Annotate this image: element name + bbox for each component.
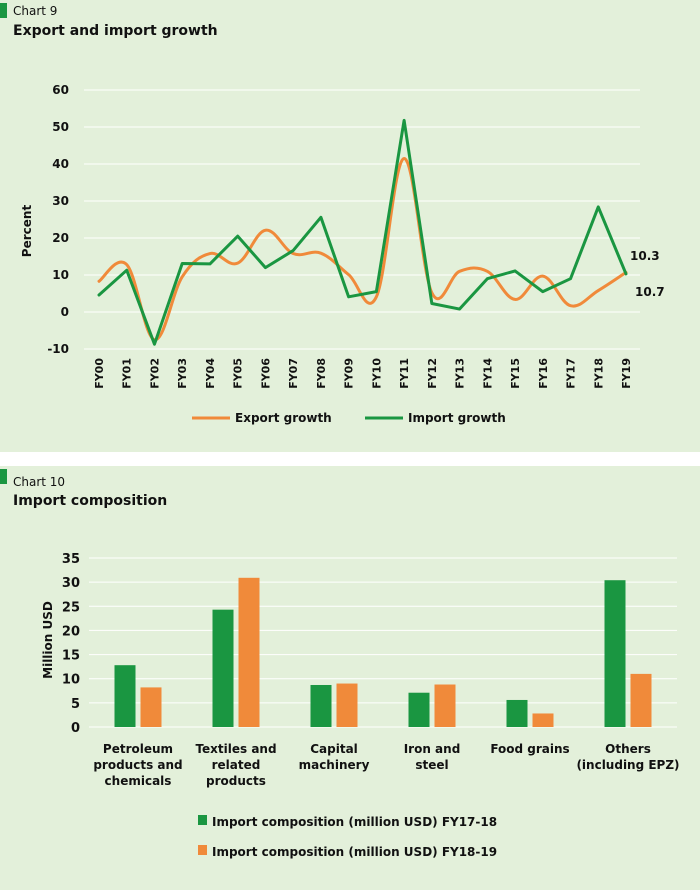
bar-fy18-19 [532,713,554,727]
x-tick-label: FY03 [176,358,189,389]
y-axis-label: Percent [20,205,34,258]
y-tick-label: -10 [47,342,69,356]
bar-fy17-18 [212,609,234,727]
x-tick-label: Petroleum [103,742,173,756]
y-axis-label: Million USD [41,601,55,679]
bar-fy18-19 [630,673,652,727]
y-tick-label: 15 [62,649,80,664]
x-tick-label: Textiles and [195,742,276,756]
bar-fy17-18 [408,692,430,727]
x-tick-label: products [206,774,266,788]
chart-title: Import composition [13,493,168,509]
x-tick-label: Iron and [404,742,461,756]
chart-9-panel: Chart 9 Export and import growth -10 0 10 2… [0,3,665,425]
x-tick-label: FY11 [398,358,411,389]
x-tick-label: FY17 [565,358,578,389]
x-tick-label: FY02 [148,358,161,389]
x-tick-label: FY08 [315,358,328,389]
data-label: 10.3 [630,249,660,263]
x-tick-label: Food grains [490,742,569,756]
x-tick-label: (including EPZ) [576,758,679,772]
y-tick-label: 50 [52,120,69,134]
x-tick-label: FY06 [259,358,272,389]
y-tick-label: 30 [52,194,69,208]
legend-label: Import growth [408,411,506,425]
x-tick-label: FY13 [454,358,467,389]
bar-fy18-19 [434,684,456,727]
x-tick-label: FY14 [481,358,494,389]
y-tick-label: 20 [62,624,80,639]
x-tick-label: steel [415,758,448,772]
legend-swatch [198,815,207,825]
y-tick-label: 5 [71,697,80,712]
y-tick-label: 0 [61,305,69,319]
bar-fy18-19 [140,687,162,727]
x-tick-label: FY07 [287,358,300,389]
chart-label: Chart 9 [13,4,58,18]
bar-fy17-18 [114,665,136,727]
y-tick-label: 40 [52,157,69,171]
bar-fy17-18 [310,684,332,727]
x-tick-label: FY00 [93,358,106,389]
y-tick-label: 60 [52,83,69,97]
x-tick-label: FY15 [509,358,522,389]
data-label: 10.7 [635,285,665,299]
x-tick-label: machinery [299,758,370,772]
panel-separator [0,452,700,466]
y-tick-label: 0 [71,721,80,736]
legend-label: Export growth [235,411,332,425]
y-tick-label: 30 [62,576,80,591]
x-tick-label: FY04 [204,358,217,389]
x-tick-label: FY18 [592,358,605,389]
x-tick-label: FY09 [343,358,356,389]
chart-label: Chart 10 [13,475,66,489]
bar-fy18-19 [238,577,260,727]
bar-fy18-19 [336,683,358,727]
chart-marker [0,469,7,484]
x-tick-label: related [212,758,261,772]
legend-label: Import composition (million USD) FY17-18 [212,815,497,829]
export-growth-line [97,156,628,342]
x-tick-label: FY05 [232,358,245,389]
y-tick-label: 10 [62,673,80,688]
x-tick-label: FY19 [620,358,633,389]
x-tick-label: FY01 [121,358,134,389]
x-tick-label: FY12 [426,358,439,389]
import-growth-line [97,118,628,346]
x-tick-label: FY10 [370,358,383,389]
legend-label: Import composition (million USD) FY18-19 [212,845,497,859]
x-tick-label: products and [93,758,182,772]
y-tick-label: 25 [62,600,80,615]
bar-chart: 0 5 10 15 20 25 30 35 Million USD Petroleum produc… [41,552,680,859]
x-tick-label: Capital [310,742,358,756]
line-chart: -10 0 10 20 30 40 50 60 Percent FY00 FY01 FY02 FY03 F… [20,83,665,425]
x-tick-label: FY16 [537,358,550,389]
chart-10-panel: Chart 10 Import composition 0 5 10 15 20 25 30… [0,466,700,890]
bar-fy17-18 [506,699,528,727]
legend-swatch [198,845,207,855]
bar-fy17-18 [604,580,626,727]
y-tick-label: 10 [52,268,69,282]
x-tick-label: Others [605,742,651,756]
y-tick-label: 20 [52,231,69,245]
y-tick-label: 35 [62,552,80,567]
chart-title: Export and import growth [13,23,218,39]
chart-marker [0,3,7,18]
x-tick-label: chemicals [105,774,172,788]
